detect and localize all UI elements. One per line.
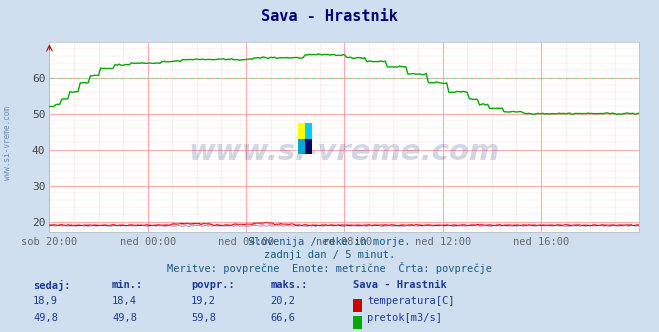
- Text: Meritve: povprečne  Enote: metrične  Črta: povprečje: Meritve: povprečne Enote: metrične Črta:…: [167, 262, 492, 274]
- Text: 18,4: 18,4: [112, 296, 137, 306]
- Bar: [298, 123, 305, 139]
- Text: maks.:: maks.:: [270, 280, 308, 290]
- Bar: [305, 139, 312, 154]
- Text: 49,8: 49,8: [112, 313, 137, 323]
- Text: www.si-vreme.com: www.si-vreme.com: [3, 106, 13, 180]
- Text: povpr.:: povpr.:: [191, 280, 235, 290]
- Text: pretok[m3/s]: pretok[m3/s]: [367, 313, 442, 323]
- Text: 19,2: 19,2: [191, 296, 216, 306]
- Text: sedaj:: sedaj:: [33, 280, 71, 290]
- Text: 20,2: 20,2: [270, 296, 295, 306]
- Text: Sava - Hrastnik: Sava - Hrastnik: [261, 9, 398, 24]
- Text: min.:: min.:: [112, 280, 143, 290]
- Text: 59,8: 59,8: [191, 313, 216, 323]
- Bar: [305, 123, 312, 139]
- Text: 49,8: 49,8: [33, 313, 58, 323]
- Text: temperatura[C]: temperatura[C]: [367, 296, 455, 306]
- Bar: [298, 139, 305, 154]
- Text: Sava - Hrastnik: Sava - Hrastnik: [353, 280, 446, 290]
- Text: 66,6: 66,6: [270, 313, 295, 323]
- Text: www.si-vreme.com: www.si-vreme.com: [188, 138, 500, 166]
- Text: Slovenija / reke in morje.: Slovenija / reke in morje.: [248, 237, 411, 247]
- Text: zadnji dan / 5 minut.: zadnji dan / 5 minut.: [264, 250, 395, 260]
- Text: 18,9: 18,9: [33, 296, 58, 306]
